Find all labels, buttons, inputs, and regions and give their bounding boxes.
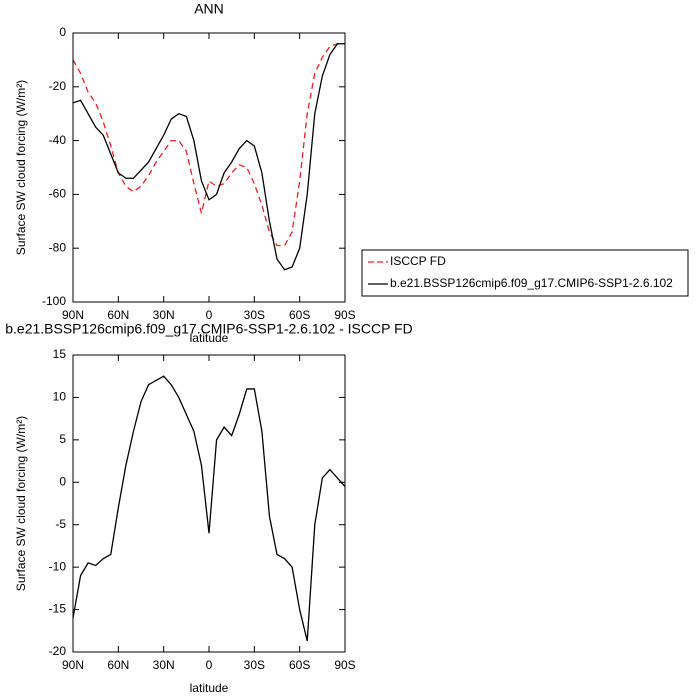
x-tick-label: 30S [244,308,265,322]
x-tick-label: 30N [153,308,175,322]
x-tick-label: 90S [334,658,355,672]
x-tick-label: 90N [62,658,84,672]
y-tick-label: -40 [49,133,67,147]
y-tick-label: 10 [53,390,67,404]
x-tick-label: 90S [334,308,355,322]
x-tick-label: 0 [206,658,213,672]
x-axis-label: latitude [190,681,229,695]
y-tick-label: -5 [55,517,66,531]
y-tick-label: -80 [49,240,67,254]
data-line [72,43,345,271]
y-axis-label: Surface SW cloud forcing (W/m²) [14,80,28,255]
x-tick-label: 0 [206,308,213,322]
x-tick-label: 60N [107,658,129,672]
x-tick-label: 60S [289,658,310,672]
x-axis-label: latitude [190,331,229,345]
x-tick-label: 90N [62,308,84,322]
y-tick-label: -20 [49,79,67,93]
y-tick-label: 0 [59,474,66,488]
legend-label: b.e21.BSSP126cmip6.f09_g17.CMIP6-SSP1-2.… [390,276,673,290]
plot-frame [72,32,346,303]
y-tick-label: 15 [53,347,67,361]
y-tick-label: -100 [42,294,66,308]
x-tick-label: 60S [289,308,310,322]
y-tick-label: -10 [49,559,67,573]
x-tick-label: 60N [107,308,129,322]
x-tick-label: 30N [153,658,175,672]
y-tick-label: -60 [49,187,67,201]
y-axis-label: Surface SW cloud forcing (W/m²) [14,416,28,591]
chart-title: b.e21.BSSP126cmip6.f09_g17.CMIP6-SSP1-2.… [5,321,413,337]
chart-title: ANN [194,1,224,17]
y-tick-label: -20 [49,644,67,658]
plot-frame [72,354,346,653]
data-line [72,375,346,642]
y-tick-label: -15 [49,602,67,616]
legend-box [361,249,689,297]
legend-label: ISCCP FD [390,254,446,268]
y-tick-label: 0 [59,25,66,39]
x-tick-label: 30S [244,658,265,672]
legend: ISCCP FD b.e21.BSSP126cmip6.f09_g17.CMIP6… [361,249,689,297]
y-tick-label: 5 [59,432,66,446]
